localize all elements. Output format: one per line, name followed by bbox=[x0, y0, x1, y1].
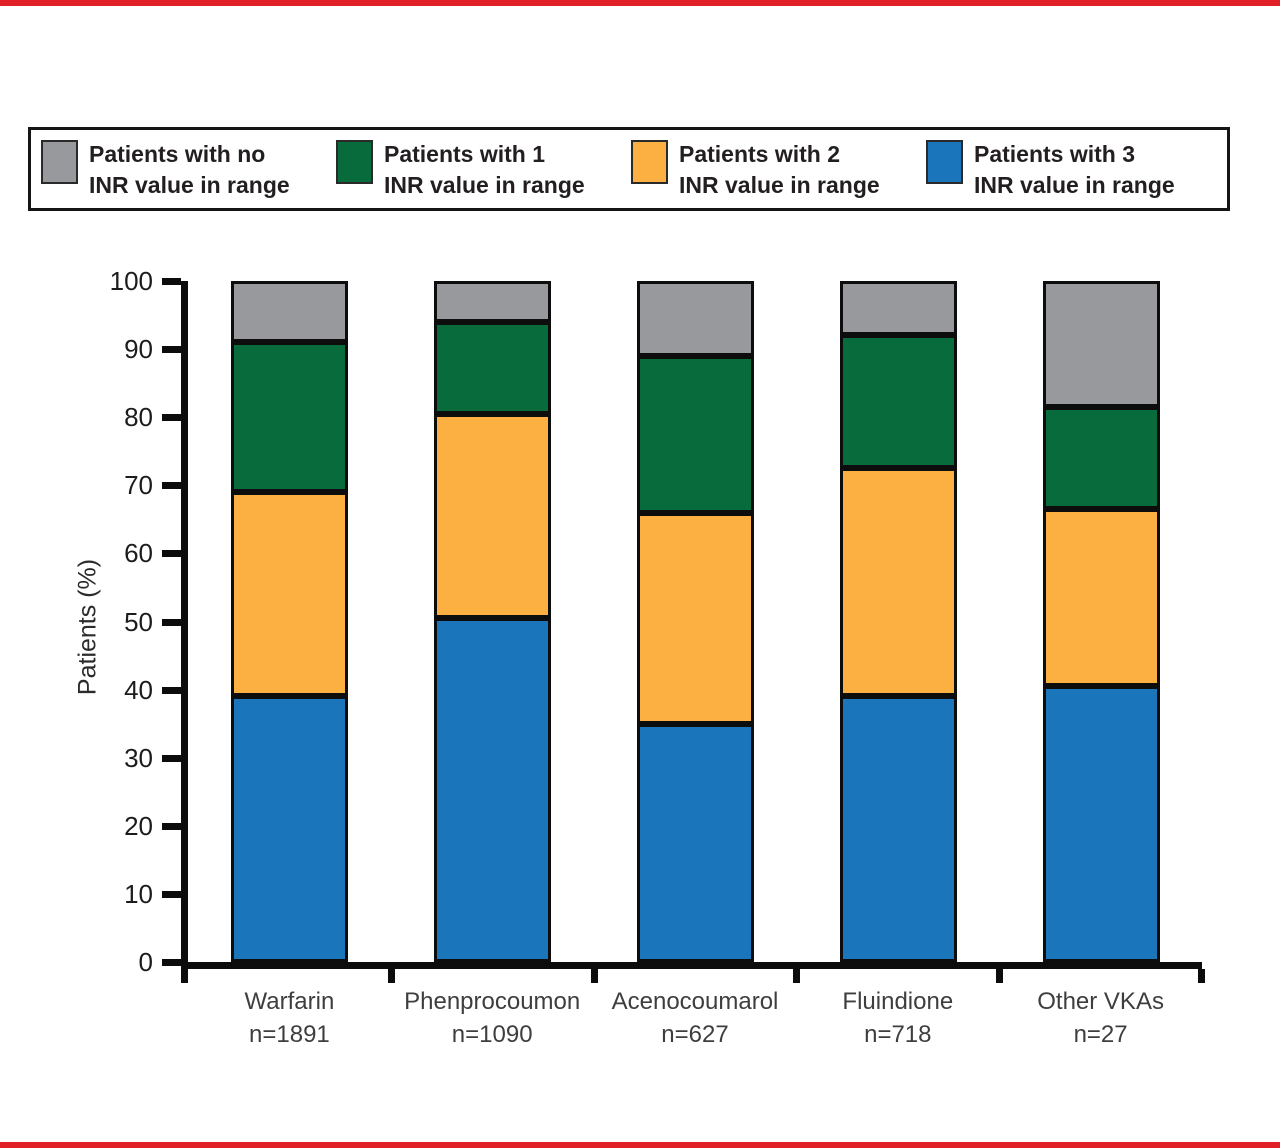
category-n-value: n=1891 bbox=[249, 1021, 330, 1048]
y-tick-label: 70 bbox=[124, 470, 153, 501]
bar-segment bbox=[839, 468, 957, 697]
legend-item-1: Patients with 1 INR value in range bbox=[336, 139, 631, 201]
bar-segment bbox=[434, 321, 552, 414]
stacked-bar-other-vkas bbox=[1042, 281, 1160, 962]
plot-area: 0 10 20 30 40 50 60 70 80 90 100 Warfarin n=1891 Phen… bbox=[110, 266, 1205, 1048]
y-tick-label: 20 bbox=[124, 810, 153, 841]
x-axis-tick bbox=[1198, 969, 1205, 983]
legend-label-line2: INR value in range bbox=[384, 172, 585, 198]
y-axis-tick bbox=[162, 482, 181, 490]
y-tick-label: 100 bbox=[109, 266, 153, 296]
y-tick-label: 50 bbox=[124, 606, 153, 637]
bar-segment bbox=[231, 492, 349, 697]
y-axis-tick bbox=[162, 890, 181, 898]
legend-label-line1: Patients with no bbox=[89, 141, 266, 167]
bar-segment bbox=[637, 512, 754, 724]
y-axis-tick bbox=[162, 822, 181, 830]
category-name: Phenprocoumon bbox=[404, 988, 581, 1015]
x-axis-tick bbox=[387, 969, 395, 983]
y-axis-tick bbox=[162, 959, 181, 966]
legend-swatch-icon bbox=[631, 140, 668, 184]
y-axis-tick bbox=[162, 618, 181, 626]
legend-label-line2: INR value in range bbox=[89, 172, 290, 198]
bar-segment bbox=[434, 281, 552, 322]
y-axis-tick bbox=[162, 414, 181, 422]
x-axis-tick bbox=[181, 969, 188, 983]
legend-label-line1: Patients with 2 bbox=[679, 141, 841, 167]
y-axis-tick bbox=[162, 686, 181, 694]
legend-swatch-icon bbox=[336, 140, 373, 184]
legend-item-label: Patients with no INR value in range bbox=[89, 139, 290, 201]
legend-swatch-icon bbox=[41, 140, 78, 184]
y-tick-label: 10 bbox=[124, 878, 153, 909]
legend-item-label: Patients with 2 INR value in range bbox=[679, 139, 880, 201]
legend-swatch-icon bbox=[926, 140, 963, 184]
bar-segment bbox=[839, 335, 957, 469]
category-n-value: n=27 bbox=[1073, 1021, 1128, 1048]
category-n-value: n=718 bbox=[864, 1021, 932, 1048]
bar-segment bbox=[1042, 281, 1160, 407]
bottom-border-rule bbox=[0, 1142, 1280, 1148]
bar-segment bbox=[637, 723, 754, 962]
y-tick-label: 80 bbox=[124, 402, 153, 433]
legend-label-line2: INR value in range bbox=[974, 172, 1175, 198]
bar-segment bbox=[839, 696, 957, 962]
legend-item-0: Patients with no INR value in range bbox=[41, 139, 336, 201]
bar-segment bbox=[1042, 686, 1160, 962]
y-axis-tick bbox=[162, 754, 181, 762]
x-axis-tick bbox=[996, 969, 1004, 983]
legend-label-line2: INR value in range bbox=[679, 172, 880, 198]
category-name: Acenocoumarol bbox=[611, 988, 779, 1015]
bar-segment bbox=[637, 355, 754, 513]
x-category-label: Phenprocoumon n=1090 bbox=[372, 985, 612, 1051]
legend-item-label: Patients with 1 INR value in range bbox=[384, 139, 585, 201]
bar-segment bbox=[231, 281, 349, 343]
bar-segment bbox=[434, 413, 552, 619]
y-axis-tick bbox=[162, 550, 181, 558]
y-axis-tick bbox=[162, 278, 181, 285]
y-tick-label: 40 bbox=[124, 674, 153, 705]
bar-segment bbox=[839, 281, 957, 336]
x-category-label: Warfarin n=1891 bbox=[169, 985, 409, 1051]
category-name: Fluindione bbox=[842, 988, 954, 1015]
top-border-rule bbox=[0, 0, 1280, 6]
bar-segment bbox=[1042, 509, 1160, 687]
bar-segment bbox=[231, 342, 349, 493]
y-tick-label: 30 bbox=[124, 742, 153, 773]
legend-label-line1: Patients with 3 bbox=[974, 141, 1136, 167]
y-tick-label: 90 bbox=[124, 334, 153, 365]
stacked-bar-phenprocoumon bbox=[434, 281, 552, 962]
category-n-value: n=627 bbox=[661, 1021, 729, 1048]
y-tick-label: 60 bbox=[124, 538, 153, 569]
bar-segment bbox=[231, 696, 349, 962]
x-category-label: Fluindione n=718 bbox=[778, 985, 1018, 1051]
stacked-bar-fluindione bbox=[839, 281, 957, 962]
category-n-value: n=1090 bbox=[451, 1021, 533, 1048]
bar-segment bbox=[637, 281, 754, 356]
bar-segment bbox=[1042, 406, 1160, 510]
x-axis-tick bbox=[590, 969, 598, 983]
stacked-bar-warfarin bbox=[231, 281, 349, 962]
x-axis-tick bbox=[793, 969, 801, 983]
y-tick-label: 0 bbox=[138, 947, 153, 977]
y-axis-tick bbox=[162, 346, 181, 354]
category-name: Other VKAs bbox=[1037, 988, 1164, 1015]
legend-item-3: Patients with 3 INR value in range bbox=[926, 139, 1221, 201]
x-category-label: Other VKAs n=27 bbox=[981, 985, 1221, 1051]
bar-segment bbox=[434, 618, 552, 962]
chart-legend: Patients with no INR value in range Patien… bbox=[28, 127, 1230, 211]
category-name: Warfarin bbox=[244, 988, 335, 1015]
legend-item-2: Patients with 2 INR value in range bbox=[631, 139, 926, 201]
stacked-bar-acenocoumarol bbox=[637, 281, 754, 962]
legend-label-line1: Patients with 1 bbox=[384, 141, 546, 167]
x-category-label: Acenocoumarol n=627 bbox=[575, 985, 815, 1051]
legend-item-label: Patients with 3 INR value in range bbox=[974, 139, 1175, 201]
